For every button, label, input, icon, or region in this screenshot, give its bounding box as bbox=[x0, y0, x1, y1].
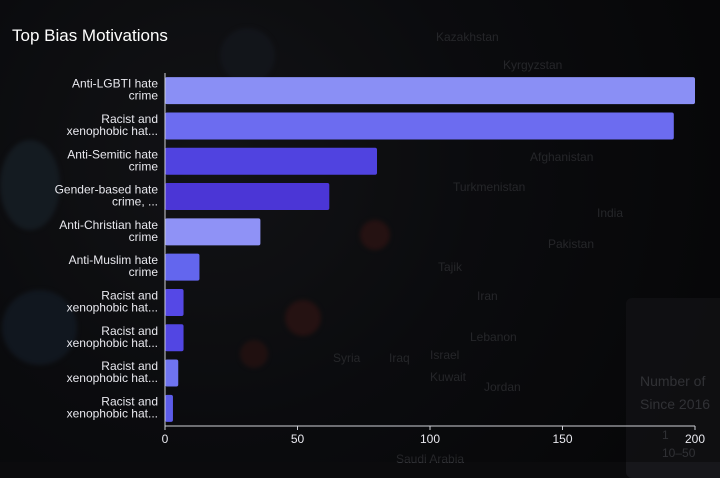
x-tick-label-4: 200 bbox=[685, 432, 705, 446]
map-label: Israel bbox=[430, 348, 460, 362]
category-label-1: Racist and xenophobic hat... bbox=[67, 112, 158, 138]
map-label: Kuwait bbox=[430, 370, 467, 384]
category-label-8: Racist and xenophobic hat... bbox=[67, 359, 158, 385]
x-tick-label-1: 50 bbox=[291, 432, 305, 446]
chart-overlay bbox=[0, 0, 720, 462]
map-legend-entry: 10–50 bbox=[662, 446, 696, 460]
map-bubble bbox=[2, 290, 77, 365]
bar-4 bbox=[165, 218, 261, 246]
map-legend-subtitle: Since 2016 bbox=[640, 396, 711, 412]
x-tick-label-3: 150 bbox=[552, 432, 572, 446]
category-label-4: Anti-Christian hate crime bbox=[59, 218, 158, 244]
map-legend-entry: 1 bbox=[662, 428, 669, 442]
bar-3 bbox=[165, 183, 330, 211]
bar-2 bbox=[165, 147, 377, 175]
map-label: Afghanistan bbox=[530, 150, 594, 164]
map-label: Pakistan bbox=[548, 237, 595, 251]
map-label: Turkmenistan bbox=[453, 180, 526, 194]
map-label: Jordan bbox=[484, 380, 521, 394]
map-legend-title: Number of bbox=[640, 373, 706, 389]
map-bubble bbox=[240, 340, 268, 368]
map-bubble bbox=[285, 300, 321, 336]
map-label: India bbox=[597, 206, 624, 220]
map-label: Iraq bbox=[389, 351, 410, 365]
bar-6 bbox=[165, 288, 184, 316]
map-label: Tajik bbox=[438, 260, 463, 274]
x-tick-label-2: 100 bbox=[420, 432, 440, 446]
category-label-3: Gender-based hate crime, ... bbox=[55, 183, 159, 209]
map-label: Iran bbox=[477, 289, 498, 303]
x-tick-label-0: 0 bbox=[162, 432, 169, 446]
chart-title: Top Bias Motivations bbox=[12, 26, 168, 45]
category-label-6: Racist and xenophobic hat... bbox=[67, 288, 158, 314]
map-bubble bbox=[220, 28, 275, 83]
category-label-9: Racist and xenophobic hat... bbox=[67, 394, 158, 420]
map-label: Lebanon bbox=[470, 330, 517, 344]
category-label-0: Anti-LGBTI hate crime bbox=[72, 77, 158, 103]
bar-chart: Anti-LGBTI hate crime Racist and xenophobic… bbox=[55, 73, 705, 446]
bar-0 bbox=[165, 77, 695, 105]
map-label: Kazakhstan bbox=[436, 30, 499, 44]
map-legend-panel bbox=[626, 298, 720, 478]
bar-7 bbox=[165, 324, 184, 352]
map-label: Kyrgyzstan bbox=[503, 58, 563, 72]
bar-9 bbox=[165, 394, 173, 422]
category-label-7: Racist and xenophobic hat... bbox=[67, 324, 158, 350]
bar-1 bbox=[165, 112, 674, 140]
map-bubble bbox=[360, 220, 390, 250]
map-bubble bbox=[0, 140, 60, 230]
bar-8 bbox=[165, 359, 179, 387]
map-label: Syria bbox=[333, 351, 361, 365]
bar-5 bbox=[165, 253, 200, 281]
category-label-5: Anti-Muslim hate crime bbox=[69, 253, 159, 279]
category-label-2: Anti-Semitic hate crime bbox=[67, 147, 158, 173]
